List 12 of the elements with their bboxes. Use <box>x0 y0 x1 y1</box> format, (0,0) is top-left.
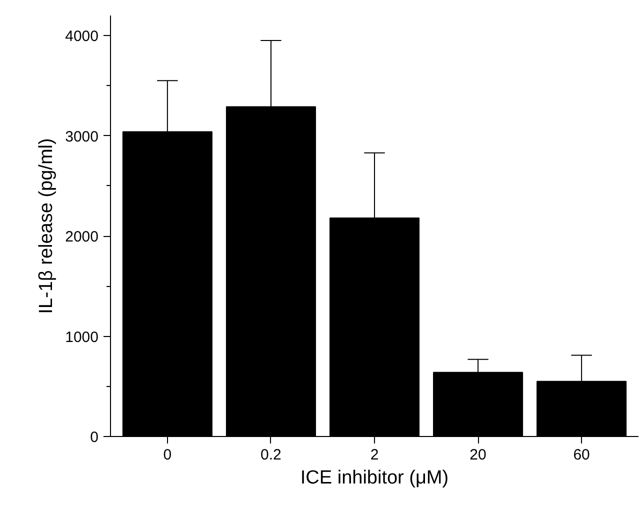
y-tick-label: 4000 <box>65 28 99 46</box>
x-tick-label: 20 <box>470 446 486 464</box>
x-axis-title: ICE inhibitor (μM) <box>300 468 449 488</box>
x-tick-label: 0.2 <box>260 446 282 464</box>
x-tick-label: 2 <box>370 446 379 464</box>
x-tick-label: 60 <box>573 446 590 464</box>
y-tick-label: 3000 <box>65 128 99 146</box>
y-tick-label: 2000 <box>65 228 99 246</box>
y-axis-title: IL-1β release (pg/ml) <box>36 138 58 314</box>
y-tick-label: 1000 <box>65 328 99 346</box>
x-tick-label: 0 <box>163 446 172 464</box>
y-tick-label: 0 <box>90 429 98 446</box>
